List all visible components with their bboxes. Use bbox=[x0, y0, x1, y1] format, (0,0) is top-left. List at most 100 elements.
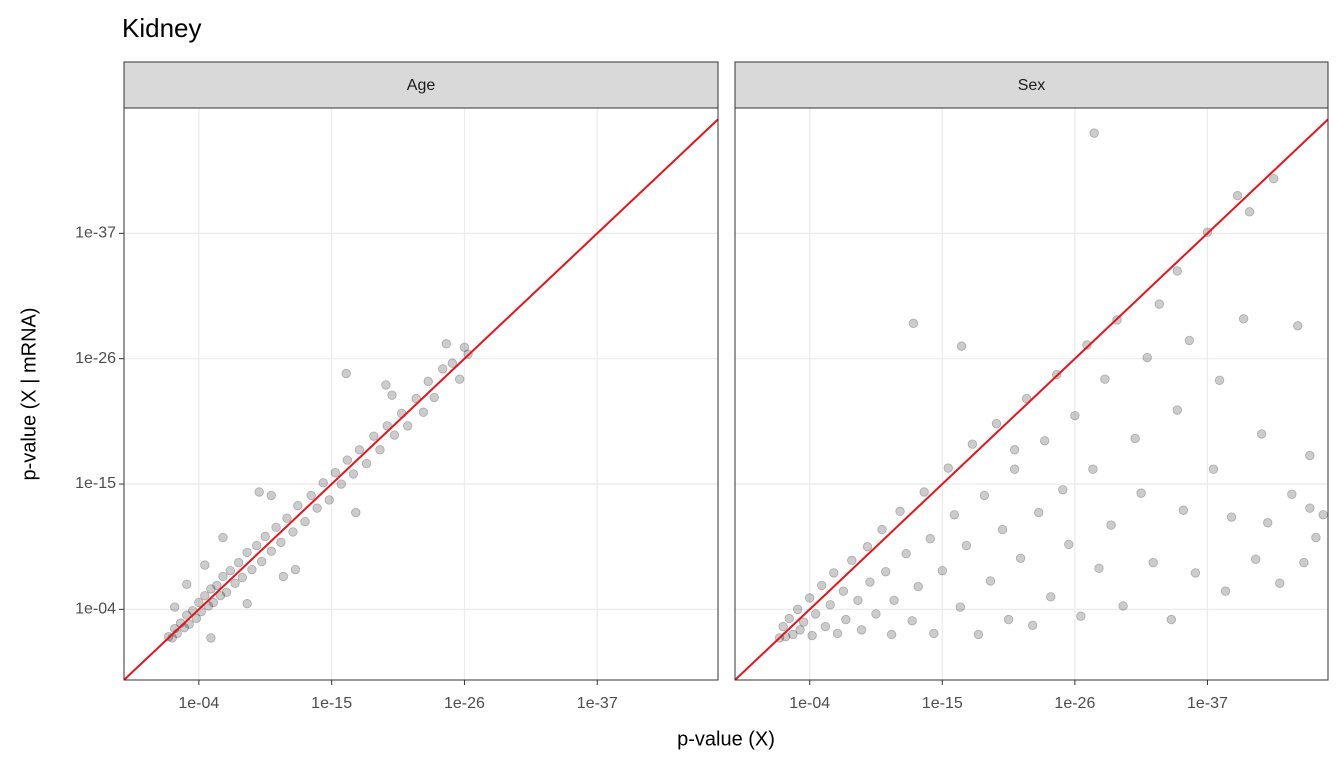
point bbox=[336, 479, 346, 489]
point bbox=[312, 503, 322, 513]
point bbox=[266, 490, 276, 501]
point bbox=[1208, 464, 1219, 474]
point bbox=[1094, 563, 1104, 574]
point bbox=[1293, 321, 1303, 331]
point bbox=[1027, 620, 1038, 630]
point bbox=[423, 376, 433, 387]
x-tick-label: 1e-37 bbox=[1187, 695, 1228, 712]
point bbox=[1244, 207, 1255, 217]
strip-label: Age bbox=[407, 77, 436, 94]
point bbox=[1299, 557, 1309, 568]
point bbox=[810, 609, 821, 619]
point bbox=[242, 599, 252, 609]
panel-border bbox=[123, 107, 719, 681]
point bbox=[1064, 539, 1074, 550]
point bbox=[351, 507, 361, 518]
point bbox=[361, 458, 372, 469]
point bbox=[447, 358, 458, 368]
identity-line bbox=[124, 118, 718, 680]
point bbox=[1088, 464, 1098, 474]
point bbox=[967, 439, 978, 449]
point bbox=[341, 368, 351, 379]
point bbox=[1190, 568, 1201, 578]
point bbox=[1268, 173, 1279, 184]
point bbox=[215, 590, 226, 601]
point bbox=[1250, 554, 1261, 564]
panel-background bbox=[735, 108, 1328, 680]
point bbox=[438, 364, 448, 374]
point bbox=[324, 495, 334, 505]
x-tick-label: 1e-15 bbox=[311, 695, 352, 712]
point bbox=[1256, 429, 1267, 439]
point bbox=[1136, 488, 1146, 498]
point bbox=[895, 506, 905, 517]
point bbox=[282, 513, 292, 523]
point bbox=[1214, 375, 1225, 386]
point bbox=[459, 342, 470, 352]
point bbox=[342, 455, 353, 465]
point bbox=[997, 524, 1008, 535]
point bbox=[1082, 340, 1092, 350]
y-tick-label: 1e-26 bbox=[75, 350, 116, 367]
point bbox=[1039, 436, 1050, 446]
point bbox=[271, 522, 281, 533]
strip-label: Sex bbox=[1018, 77, 1046, 94]
point bbox=[889, 595, 899, 605]
point bbox=[381, 380, 391, 390]
x-tick-label: 1e-04 bbox=[789, 695, 830, 712]
point bbox=[288, 527, 298, 537]
point bbox=[375, 445, 385, 455]
point bbox=[330, 467, 340, 478]
point bbox=[1232, 191, 1243, 201]
point bbox=[1118, 601, 1128, 611]
point bbox=[260, 531, 270, 542]
point bbox=[206, 584, 216, 594]
point bbox=[937, 565, 947, 576]
point bbox=[907, 616, 917, 626]
point bbox=[1305, 503, 1315, 513]
point bbox=[266, 546, 276, 556]
point bbox=[184, 619, 194, 629]
point bbox=[1009, 445, 1020, 455]
point bbox=[1154, 299, 1164, 309]
point bbox=[1220, 586, 1231, 596]
point bbox=[237, 572, 248, 583]
point bbox=[293, 500, 303, 511]
point bbox=[300, 516, 310, 527]
point bbox=[1070, 410, 1080, 421]
point bbox=[290, 564, 301, 575]
point bbox=[354, 445, 365, 455]
point bbox=[1238, 314, 1249, 324]
point bbox=[218, 571, 228, 582]
point bbox=[1287, 489, 1297, 499]
point bbox=[956, 341, 967, 351]
point bbox=[862, 542, 873, 552]
point bbox=[454, 374, 465, 384]
point bbox=[929, 628, 939, 639]
point bbox=[278, 571, 289, 582]
point bbox=[847, 555, 857, 566]
point bbox=[961, 540, 972, 551]
point bbox=[242, 547, 252, 558]
point bbox=[949, 510, 960, 520]
point bbox=[200, 560, 210, 570]
x-tick-label: 1e-15 bbox=[922, 695, 963, 712]
point bbox=[389, 430, 400, 440]
point bbox=[200, 590, 210, 601]
point bbox=[853, 595, 863, 605]
panel-border bbox=[734, 107, 1329, 681]
point bbox=[973, 629, 984, 640]
point bbox=[1003, 614, 1014, 625]
x-axis-label: p-value (X) bbox=[677, 728, 775, 750]
y-tick-label: 1e-37 bbox=[75, 225, 116, 242]
point bbox=[925, 534, 935, 544]
point bbox=[429, 392, 439, 403]
point bbox=[191, 613, 202, 624]
point bbox=[877, 524, 887, 535]
point bbox=[795, 625, 805, 635]
point bbox=[348, 469, 359, 479]
point bbox=[908, 318, 919, 329]
point bbox=[206, 633, 216, 643]
point bbox=[1058, 485, 1068, 495]
points bbox=[774, 128, 1328, 643]
